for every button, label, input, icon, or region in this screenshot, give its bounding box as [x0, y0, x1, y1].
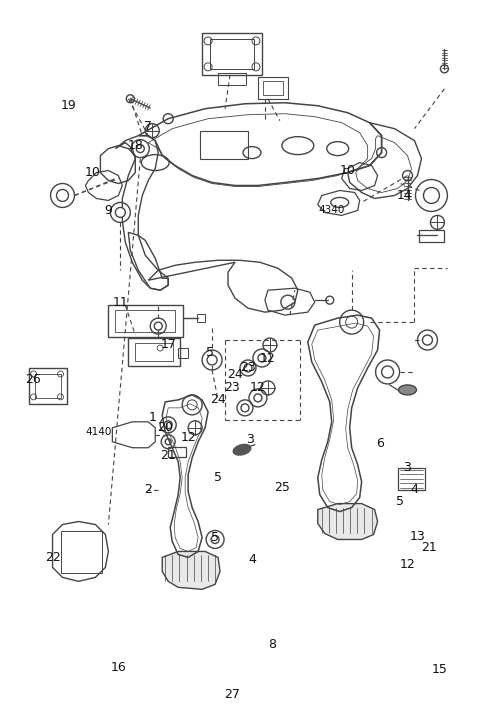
Bar: [197, 314, 205, 322]
Circle shape: [164, 421, 172, 429]
Text: 6: 6: [376, 437, 384, 450]
Polygon shape: [318, 503, 378, 539]
Circle shape: [154, 322, 162, 330]
Bar: [178, 348, 188, 358]
Bar: [108, 305, 183, 337]
Text: 17: 17: [160, 338, 176, 351]
Circle shape: [254, 394, 262, 402]
Circle shape: [423, 188, 439, 204]
Text: 22: 22: [45, 551, 60, 564]
Text: 18: 18: [127, 139, 143, 152]
Text: 10: 10: [84, 166, 100, 179]
Text: 25: 25: [274, 481, 290, 494]
Text: 24: 24: [227, 369, 243, 381]
Text: 23: 23: [240, 361, 256, 374]
Circle shape: [136, 145, 144, 153]
Circle shape: [207, 355, 217, 365]
Polygon shape: [162, 551, 220, 589]
Bar: [60, 531, 102, 574]
Text: 11: 11: [112, 295, 128, 308]
Text: 21: 21: [160, 450, 176, 462]
Circle shape: [165, 439, 171, 445]
Bar: [263, 81, 283, 95]
Text: 3: 3: [404, 461, 411, 474]
Circle shape: [57, 189, 69, 201]
Text: 7: 7: [144, 120, 152, 133]
Text: 24: 24: [210, 394, 226, 407]
Text: 20: 20: [157, 422, 173, 435]
Bar: [29, 368, 67, 404]
Text: 5: 5: [396, 495, 404, 508]
Bar: [115, 310, 175, 332]
Text: 12: 12: [260, 351, 276, 364]
Text: 9: 9: [105, 204, 112, 217]
Text: 5: 5: [206, 346, 214, 358]
Circle shape: [258, 354, 266, 362]
Bar: [258, 77, 288, 99]
Text: 13: 13: [409, 530, 425, 543]
Text: 27: 27: [224, 688, 240, 701]
Circle shape: [211, 536, 219, 543]
Text: 5: 5: [214, 471, 222, 484]
Text: 4140: 4140: [85, 427, 111, 437]
Text: 12: 12: [250, 381, 266, 394]
Text: 4: 4: [248, 553, 256, 566]
Text: 2: 2: [144, 483, 152, 496]
Ellipse shape: [398, 385, 417, 395]
Circle shape: [244, 364, 252, 372]
Text: 26: 26: [25, 374, 40, 386]
Text: 14: 14: [396, 189, 412, 202]
Text: 4: 4: [410, 483, 419, 496]
Bar: [168, 447, 186, 457]
Circle shape: [422, 335, 432, 345]
Bar: [420, 230, 444, 242]
Text: 12: 12: [400, 558, 415, 571]
Bar: [210, 39, 254, 69]
Bar: [397, 467, 425, 490]
Text: 5: 5: [211, 531, 219, 544]
Text: 23: 23: [224, 381, 240, 394]
Circle shape: [382, 366, 394, 378]
Circle shape: [115, 207, 125, 217]
Text: 12: 12: [180, 431, 196, 445]
Text: 1: 1: [148, 412, 156, 424]
Bar: [135, 343, 173, 361]
Text: 19: 19: [60, 99, 76, 113]
Text: 10: 10: [340, 164, 356, 177]
Text: 16: 16: [110, 660, 126, 673]
Ellipse shape: [233, 445, 251, 455]
Bar: [218, 73, 246, 85]
Circle shape: [241, 404, 249, 412]
Text: 15: 15: [432, 663, 447, 675]
Bar: [200, 130, 248, 158]
Text: 21: 21: [421, 541, 437, 554]
Bar: [35, 374, 60, 398]
Bar: [202, 33, 262, 75]
Text: 4340: 4340: [319, 206, 345, 215]
Bar: [128, 338, 180, 366]
Text: 3: 3: [246, 433, 254, 446]
Text: 8: 8: [268, 637, 276, 650]
